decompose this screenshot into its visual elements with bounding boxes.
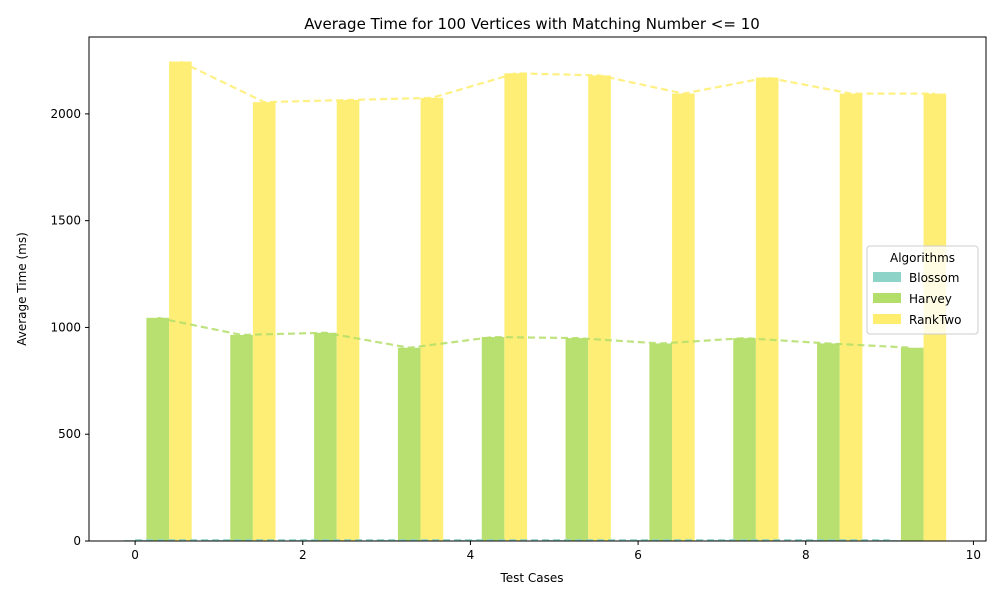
bar-harvey-7 — [733, 338, 756, 541]
x-tick-label: 2 — [299, 548, 307, 562]
bar-ranktwo-6 — [672, 93, 695, 541]
bar-ranktwo-2 — [336, 100, 360, 541]
legend-swatch-ranktwo — [873, 314, 901, 324]
x-tick-label: 0 — [131, 548, 139, 562]
bar-ranktwo-5 — [588, 75, 611, 541]
bar-ranktwo-4 — [504, 73, 528, 541]
axes-frame — [88, 36, 987, 542]
x-tick-label: 6 — [634, 548, 642, 562]
bar-harvey-5 — [565, 338, 589, 541]
y-tick-label: 1500 — [50, 214, 81, 228]
legend-entry-ranktwo: RankTwo — [909, 313, 961, 327]
legend-box — [866, 245, 979, 335]
legend: Algorithms Blossom Harvey RankTwo — [866, 245, 979, 335]
y-tick-label: 0 — [73, 534, 81, 548]
bar-ranktwo-3 — [420, 97, 444, 542]
y-tick-label: 1000 — [50, 320, 81, 334]
bar-harvey-3 — [397, 347, 421, 541]
x-axis-label: Test Cases — [499, 571, 563, 585]
series-ranktwo-bars — [169, 61, 947, 542]
legend-title: Algorithms — [890, 251, 955, 265]
bar-harvey-9 — [900, 347, 924, 541]
bar-ranktwo-8 — [839, 93, 863, 541]
y-tick-label: 2000 — [50, 107, 81, 121]
bar-harvey-8 — [817, 343, 840, 541]
legend-swatch-harvey — [873, 293, 901, 303]
chart-title: Average Time for 100 Vertices with Match… — [304, 15, 760, 33]
y-axis-label: Average Time (ms) — [15, 232, 29, 346]
bar-ranktwo-1 — [252, 102, 276, 541]
x-tick-label: 4 — [467, 548, 475, 562]
bar-ranktwo-0 — [169, 61, 192, 542]
bar-harvey-4 — [481, 337, 505, 541]
x-tick-label: 10 — [966, 548, 981, 562]
bar-harvey-2 — [314, 332, 337, 541]
bar-ranktwo-7 — [755, 77, 779, 541]
series-harvey-bars — [146, 317, 924, 541]
trend-line-harvey — [157, 316, 913, 349]
legend-entry-blossom: Blossom — [909, 271, 959, 285]
legend-swatch-blossom — [873, 272, 901, 282]
bar-harvey-6 — [649, 343, 673, 541]
bar-harvey-0 — [146, 317, 170, 541]
y-tick-label: 500 — [58, 427, 81, 441]
bar-harvey-1 — [230, 334, 253, 541]
plot-area: 0 2 4 6 8 10 0 500 1000 1500 2000 — [50, 36, 987, 562]
legend-entry-harvey: Harvey — [909, 292, 952, 306]
trend-line-ranktwo — [179, 60, 935, 104]
x-tick-label: 8 — [802, 548, 810, 562]
